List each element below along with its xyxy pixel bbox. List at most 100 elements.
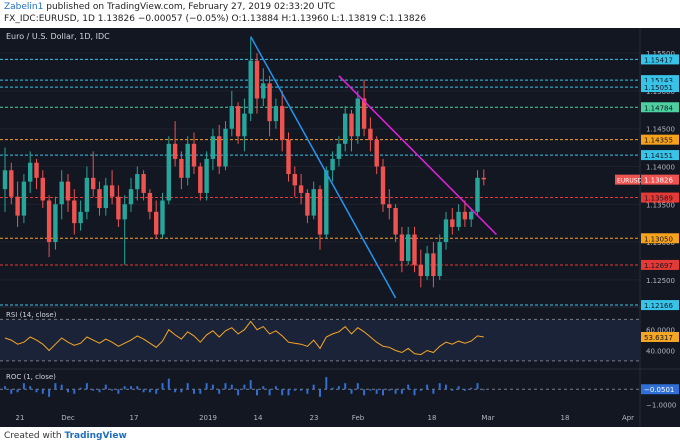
symbol-tag-label: EURUSD — [617, 178, 643, 185]
last-price: 1.13826 — [97, 14, 135, 24]
rsi-series-line — [4, 320, 484, 356]
candle-body — [91, 177, 96, 190]
level-label: 1.13050 — [644, 235, 673, 243]
candle-body — [217, 136, 222, 167]
roc-bar — [230, 384, 233, 390]
level-label: 1.12166 — [644, 302, 673, 310]
level-tag — [641, 82, 679, 93]
publisher-link[interactable]: Zabelin1 — [4, 2, 44, 12]
chart-title: Euro / U.S. Dollar, 1D, IDC — [6, 32, 110, 41]
roc-bar — [161, 383, 164, 390]
candle-body — [53, 204, 58, 243]
trendline — [338, 75, 497, 236]
candle-body — [343, 113, 348, 144]
roc-bar — [457, 386, 460, 390]
x-tick-label: Apr — [622, 414, 634, 422]
roc-bar — [337, 386, 340, 390]
roc-bar — [180, 389, 183, 393]
candle-body — [154, 211, 159, 235]
roc-bar — [130, 386, 132, 390]
level-label: 1.12697 — [644, 262, 673, 270]
candle-body — [412, 234, 417, 265]
roc-bar — [155, 389, 158, 394]
roc-bar — [193, 389, 195, 394]
roc-bar — [482, 389, 485, 391]
roc-bar — [142, 389, 145, 393]
level-tag — [641, 75, 679, 86]
candle-body — [179, 158, 184, 178]
roc-bar — [60, 384, 63, 390]
roc-bar — [73, 389, 76, 394]
x-tick-label: 18 — [561, 414, 570, 422]
created-with-text: Created with — [4, 431, 62, 441]
candle-body — [116, 196, 121, 220]
price-tag-label: 1.13826 — [644, 177, 673, 185]
candle-body — [406, 234, 411, 261]
published-text: published on TradingView.com, February 2… — [46, 2, 336, 12]
candle-body — [456, 211, 461, 227]
level-label: 1.15143 — [644, 77, 673, 85]
y-tick-label: 1.14000 — [646, 163, 675, 171]
chart-panel[interactable]: 1.125001.130001.135001.140001.145001.150… — [0, 28, 680, 427]
candle-body — [254, 60, 260, 99]
x-tick-label: 17 — [130, 414, 139, 422]
candle-body — [424, 253, 430, 277]
roc-bar — [256, 389, 258, 396]
candle-body — [109, 185, 115, 197]
roc-bar — [16, 389, 19, 393]
roc-bar — [54, 383, 57, 390]
candle-body — [21, 181, 27, 216]
roc-bar — [79, 387, 82, 390]
candle-body — [210, 136, 216, 159]
level-tag — [641, 300, 679, 311]
roc-bar — [22, 383, 25, 390]
candle-body — [361, 98, 367, 129]
candle-body — [72, 200, 77, 224]
roc-bar — [319, 389, 321, 397]
level-tag — [641, 102, 679, 113]
candle-body — [248, 60, 253, 114]
price-tag — [641, 174, 679, 185]
candle-body — [103, 185, 108, 209]
candle-body — [65, 181, 71, 201]
roc-bar — [293, 389, 296, 391]
x-tick-label: 18 — [428, 414, 437, 422]
candle-body — [267, 83, 272, 122]
level-label: 1.13589 — [644, 195, 673, 203]
candle-body — [185, 143, 190, 178]
roc-bar — [419, 389, 422, 391]
candle-body — [34, 162, 39, 178]
level-tag — [641, 54, 679, 65]
candle-body — [46, 200, 52, 243]
candle-body — [147, 192, 153, 212]
level-label: 1.14355 — [644, 137, 673, 145]
roc-bar — [268, 389, 271, 396]
roc-bar — [10, 389, 13, 394]
candle-body — [15, 196, 20, 216]
candle-body — [431, 253, 436, 277]
rsi-band — [0, 319, 640, 361]
roc-bar — [199, 389, 202, 394]
roc-bar — [41, 389, 44, 394]
roc-bar — [413, 389, 416, 396]
rsi-value-label: 53.6317 — [644, 334, 673, 342]
candle-body — [191, 143, 197, 167]
y-tick-label: 1.13500 — [646, 201, 675, 209]
x-tick-label: 21 — [16, 414, 25, 422]
roc-bar — [356, 383, 359, 390]
roc-bar — [394, 389, 397, 394]
y-tick-label: 1.15500 — [646, 50, 675, 58]
tradingview-logo[interactable]: TradingView — [64, 431, 127, 441]
roc-bar — [249, 380, 252, 390]
candle-body — [172, 143, 178, 159]
roc-bar — [186, 383, 189, 390]
publish-line: Zabelin1 published on TradingView.com, F… — [4, 2, 335, 12]
roc-bar — [432, 389, 435, 394]
y-tick-label: 1.12500 — [646, 277, 675, 285]
symbol-tag — [615, 174, 640, 185]
roc-tick-label: −1.0000 — [646, 401, 676, 409]
candle-body — [298, 185, 304, 193]
roc-bar — [300, 389, 303, 391]
candlestick-chart[interactable]: 1.125001.130001.135001.140001.145001.150… — [0, 28, 680, 427]
x-tick-label: 14 — [254, 414, 263, 422]
